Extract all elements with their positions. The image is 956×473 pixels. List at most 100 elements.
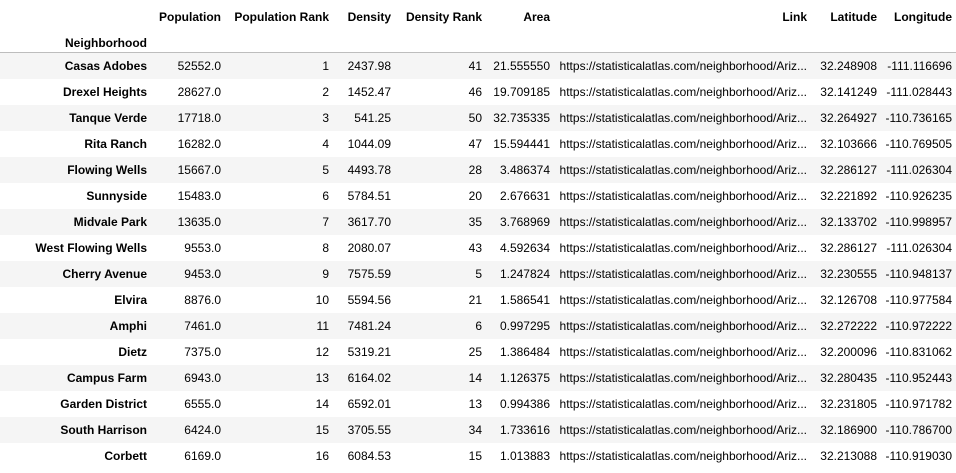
- cell-longitude: -111.026304: [886, 240, 952, 255]
- cell-latitude: 32.286127: [820, 240, 877, 255]
- row-index-neighborhood: Midvale Park: [73, 214, 147, 229]
- table-body: Casas Adobes 52552.0 1 2437.98 41 21.555550 ht…: [0, 52, 956, 469]
- empty-header-cell: [881, 34, 956, 53]
- row-index-neighborhood: West Flowing Wells: [35, 240, 147, 255]
- cell-area: 4.592634: [499, 240, 550, 255]
- cell-population: 6424.0: [184, 422, 221, 437]
- cell-population: 15483.0: [177, 188, 221, 203]
- cell-density-rank: 46: [468, 84, 482, 99]
- cell-density: 2080.07: [347, 240, 391, 255]
- index-name-row: Neighborhood: [0, 34, 956, 53]
- cell-area: 15.594441: [493, 136, 550, 151]
- cell-area: 1.013883: [499, 448, 550, 463]
- cell-longitude: -110.786700: [885, 422, 952, 437]
- cell-latitude: 32.264927: [820, 110, 877, 125]
- empty-header-cell: [151, 34, 225, 53]
- cell-density: 1452.47: [347, 84, 391, 99]
- cell-population: 13635.0: [177, 214, 221, 229]
- cell-latitude: 32.103666: [820, 136, 877, 151]
- cell-area: 21.555550: [486, 52, 554, 79]
- cell-density: 2437.98: [333, 52, 395, 79]
- cell-population: 28627.0: [177, 84, 221, 99]
- cell-latitude: 32.231805: [820, 396, 877, 411]
- cell-area: 1.586541: [499, 292, 550, 307]
- cell-link: https://statisticalatlas.com/neighborhoo…: [559, 396, 807, 411]
- column-header-density-rank: Density Rank: [405, 10, 482, 24]
- column-header-area: Area: [523, 10, 550, 24]
- table-row: Midvale Park 13635.0 7 3617.70 35 3.768969 htt…: [0, 208, 956, 235]
- cell-population-rank: 7: [322, 214, 329, 229]
- cell-density: 1044.09: [347, 136, 391, 151]
- row-index-neighborhood: Elvira: [114, 292, 147, 307]
- cell-population-rank: 14: [315, 396, 329, 411]
- cell-density-rank: 41: [395, 52, 486, 79]
- cell-density-rank: 28: [468, 162, 482, 177]
- cell-link: https://statisticalatlas.com/neighborhoo…: [559, 266, 807, 281]
- cell-population: 6943.0: [184, 370, 221, 385]
- cell-population-rank: 4: [322, 136, 329, 151]
- cell-longitude: -110.977584: [885, 292, 952, 307]
- cell-population-rank: 12: [315, 344, 329, 359]
- cell-population-rank: 3: [322, 110, 329, 125]
- cell-link: https://statisticalatlas.com/neighborhoo…: [559, 344, 807, 359]
- cell-link: https://statisticalatlas.com/neighborhoo…: [559, 318, 807, 333]
- cell-longitude: -110.831062: [885, 344, 952, 359]
- index-corner-cell: [0, 0, 151, 34]
- cell-population-rank: 10: [315, 292, 329, 307]
- cell-link: https://statisticalatlas.com/neighborhoo…: [559, 292, 807, 307]
- cell-density-rank: 47: [468, 136, 482, 151]
- table-row: Campus Farm 6943.0 13 6164.02 14 1.126375 http…: [0, 364, 956, 391]
- table-row: Dietz 7375.0 12 5319.21 25 1.386484 https://st…: [0, 338, 956, 365]
- table-row: Flowing Wells 15667.0 5 4493.78 28 3.486374 ht…: [0, 156, 956, 183]
- cell-link: https://statisticalatlas.com/neighborhoo…: [559, 422, 807, 437]
- cell-link: https://statisticalatlas.com/neighborhoo…: [559, 110, 807, 125]
- row-index-neighborhood: Cherry Avenue: [62, 266, 147, 281]
- cell-link: https://statisticalatlas.com/neighborhoo…: [559, 214, 807, 229]
- cell-density: 7481.24: [347, 318, 391, 333]
- row-index-neighborhood: Tanque Verde: [69, 110, 147, 125]
- cell-population-rank: 5: [322, 162, 329, 177]
- cell-density-rank: 35: [468, 214, 482, 229]
- cell-density: 6592.01: [347, 396, 391, 411]
- cell-population-rank: 8: [322, 240, 329, 255]
- cell-latitude: 32.286127: [820, 162, 877, 177]
- cell-link: https://statisticalatlas.com/neighborhoo…: [559, 240, 807, 255]
- cell-population: 9453.0: [184, 266, 221, 281]
- cell-latitude: 32.230555: [820, 266, 877, 281]
- row-index-neighborhood: Rita Ranch: [84, 136, 147, 151]
- row-index-neighborhood: Sunnyside: [86, 188, 147, 203]
- cell-population-rank: 2: [322, 84, 329, 99]
- cell-density: 7575.59: [347, 266, 391, 281]
- cell-density: 5319.21: [347, 344, 391, 359]
- table-row: Sunnyside 15483.0 6 5784.51 20 2.676631 https:…: [0, 182, 956, 209]
- cell-link: https://statisticalatlas.com/neighborhoo…: [559, 136, 807, 151]
- column-header-row: Population Population Rank Density Densi…: [0, 0, 956, 34]
- cell-longitude: -110.919030: [885, 448, 952, 463]
- cell-density: 541.25: [354, 110, 391, 125]
- cell-latitude: 32.141249: [820, 84, 877, 99]
- table-row: Rita Ranch 16282.0 4 1044.09 47 15.594441 http…: [0, 130, 956, 157]
- cell-density-rank: 15: [468, 448, 482, 463]
- cell-population: 9553.0: [184, 240, 221, 255]
- index-name-header: Neighborhood: [65, 36, 147, 50]
- empty-header-cell: [225, 34, 333, 53]
- empty-header-cell: [811, 34, 881, 53]
- cell-population: 7375.0: [184, 344, 221, 359]
- row-index-neighborhood: South Harrison: [60, 422, 147, 437]
- row-index-neighborhood: Amphi: [109, 318, 147, 333]
- table-row: Tanque Verde 17718.0 3 541.25 50 32.735335 htt…: [0, 104, 956, 131]
- column-header-longitude: Longitude: [894, 10, 952, 24]
- cell-density: 4493.78: [347, 162, 391, 177]
- cell-longitude: -110.971782: [885, 396, 952, 411]
- cell-density-rank: 20: [468, 188, 482, 203]
- cell-area: 1.733616: [499, 422, 550, 437]
- empty-header-cell: [554, 34, 811, 53]
- column-header-density: Density: [347, 10, 391, 24]
- cell-density-rank: 14: [468, 370, 482, 385]
- cell-latitude: 32.126708: [820, 292, 877, 307]
- cell-longitude: -111.116696: [881, 52, 956, 79]
- cell-link: https://statisticalatlas.com/neighborhoo…: [559, 370, 807, 385]
- cell-link: https://statisticalatlas.com/neighborhoo…: [559, 448, 807, 463]
- row-index-neighborhood: Flowing Wells: [67, 162, 147, 177]
- cell-population-rank: 9: [322, 266, 329, 281]
